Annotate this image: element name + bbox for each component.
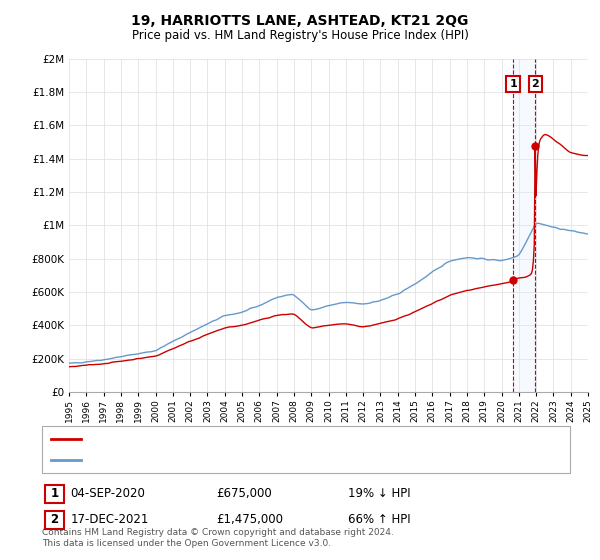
Text: 2: 2	[50, 513, 59, 526]
Text: 2: 2	[532, 79, 539, 89]
Text: £1,475,000: £1,475,000	[216, 513, 283, 526]
Text: 1: 1	[50, 487, 59, 501]
Text: 17-DEC-2021: 17-DEC-2021	[70, 513, 149, 526]
Text: 19, HARRIOTTS LANE, ASHTEAD, KT21 2QG: 19, HARRIOTTS LANE, ASHTEAD, KT21 2QG	[131, 14, 469, 28]
Bar	[513, 59, 535, 392]
Text: 19% ↓ HPI: 19% ↓ HPI	[348, 487, 410, 501]
Text: £675,000: £675,000	[216, 487, 272, 501]
Text: Contains HM Land Registry data © Crown copyright and database right 2024.
This d: Contains HM Land Registry data © Crown c…	[42, 528, 394, 548]
Text: HPI: Average price, detached house, Mole Valley: HPI: Average price, detached house, Mole…	[87, 455, 339, 465]
Text: 1: 1	[509, 79, 517, 89]
Text: Price paid vs. HM Land Registry's House Price Index (HPI): Price paid vs. HM Land Registry's House …	[131, 29, 469, 42]
Legend: 19, HARRIOTTS LANE, ASHTEAD, KT21 2QG (detached house), HPI: Average price, deta: 19, HARRIOTTS LANE, ASHTEAD, KT21 2QG (d…	[47, 431, 413, 468]
Text: 04-SEP-2020: 04-SEP-2020	[70, 487, 145, 501]
Text: 66% ↑ HPI: 66% ↑ HPI	[348, 513, 410, 526]
Text: 19, HARRIOTTS LANE, ASHTEAD, KT21 2QG (detached house): 19, HARRIOTTS LANE, ASHTEAD, KT21 2QG (d…	[87, 434, 406, 444]
